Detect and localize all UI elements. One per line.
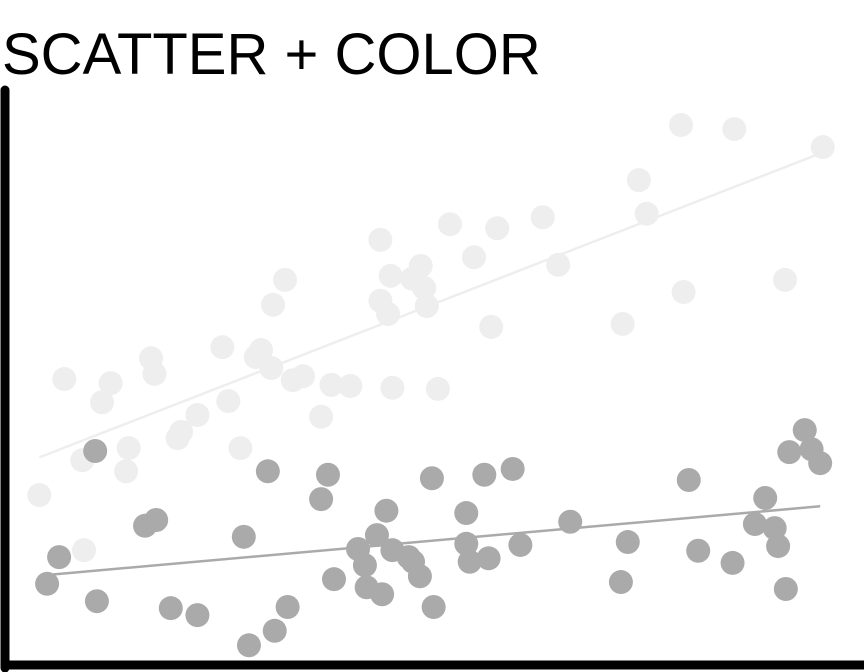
scatter-point <box>370 582 395 607</box>
scatter-point <box>52 367 77 392</box>
scatter-point <box>321 567 346 592</box>
scatter-point <box>407 564 432 589</box>
scatter-point <box>98 371 123 396</box>
scatter-point <box>309 404 334 429</box>
scatter-point <box>421 595 446 619</box>
scatter-point <box>47 545 72 570</box>
scatter-point <box>352 553 377 578</box>
scatter-point <box>368 227 393 252</box>
scatter-point <box>472 462 497 487</box>
scatter-point <box>476 546 501 571</box>
scatter-point <box>378 263 403 288</box>
scatter-point <box>319 372 344 397</box>
scatter-point <box>35 571 60 596</box>
scatter-point <box>479 314 504 339</box>
scatter-point <box>83 438 108 463</box>
scatter-point <box>462 245 487 270</box>
scatter-point <box>792 418 817 443</box>
scatter-point <box>114 459 139 484</box>
scatter-point <box>615 530 640 555</box>
scatter-point <box>810 135 835 160</box>
scatter-point <box>419 466 444 491</box>
scatter-point <box>508 532 533 557</box>
scatter-point <box>231 524 256 549</box>
scatter-point <box>185 603 210 628</box>
scatter-point <box>753 485 778 510</box>
scatter-point <box>722 117 747 142</box>
scatter-point <box>608 570 633 595</box>
scatter-point <box>626 168 651 193</box>
scatter-point <box>686 538 711 563</box>
trend-line <box>46 505 821 577</box>
scatter-point <box>808 451 833 476</box>
scatter-point <box>610 311 635 336</box>
scatter-point <box>291 364 316 389</box>
scatter-point <box>116 436 141 461</box>
scatter-point <box>669 113 694 138</box>
plot-area <box>27 113 835 658</box>
scatter-point <box>412 276 437 300</box>
scatter-point <box>185 403 210 428</box>
scatter-point <box>248 338 273 363</box>
scatter-point <box>408 253 433 278</box>
scatter-point <box>457 549 482 574</box>
scatter-point <box>158 596 183 621</box>
scatter-point <box>454 501 479 526</box>
scatter-point <box>273 267 298 292</box>
scatter-point <box>530 205 555 230</box>
scatter-point <box>338 374 363 399</box>
scatter-point <box>772 267 797 292</box>
scatter-point <box>742 512 767 537</box>
scatter-point <box>275 595 300 619</box>
trend-line <box>38 151 824 459</box>
chart-title: SCATTER + COLOR <box>2 22 541 87</box>
scatter-point <box>676 467 701 492</box>
scatter-point <box>90 390 115 415</box>
scatter-point <box>169 419 194 444</box>
scatter-point <box>671 280 696 305</box>
scatter-point <box>72 538 97 563</box>
scatter-point <box>84 589 109 614</box>
scatter-point <box>777 440 802 465</box>
scatter-point <box>374 498 399 523</box>
scatter-point <box>216 389 241 414</box>
scatter-point <box>315 462 340 487</box>
scatter-point <box>228 436 253 461</box>
scatter-point <box>766 534 791 559</box>
scatter-point <box>144 508 169 532</box>
scatter-point <box>27 483 52 508</box>
scatter-point <box>500 456 525 481</box>
scatter-point <box>309 487 334 512</box>
scatter-point <box>720 550 745 575</box>
scatter-point <box>762 516 787 541</box>
scatter-point <box>485 216 510 241</box>
scatter-point <box>261 292 286 317</box>
scatter-point <box>262 618 287 643</box>
scatter-point <box>255 459 280 484</box>
scatter-point <box>210 335 235 360</box>
scatter-point <box>773 577 798 602</box>
scatter-point <box>364 523 389 548</box>
scatter-point <box>425 376 450 401</box>
scatter-point <box>236 633 261 658</box>
scatter-point <box>142 361 167 386</box>
scatter-point <box>437 212 462 237</box>
scatter-point <box>380 375 405 400</box>
